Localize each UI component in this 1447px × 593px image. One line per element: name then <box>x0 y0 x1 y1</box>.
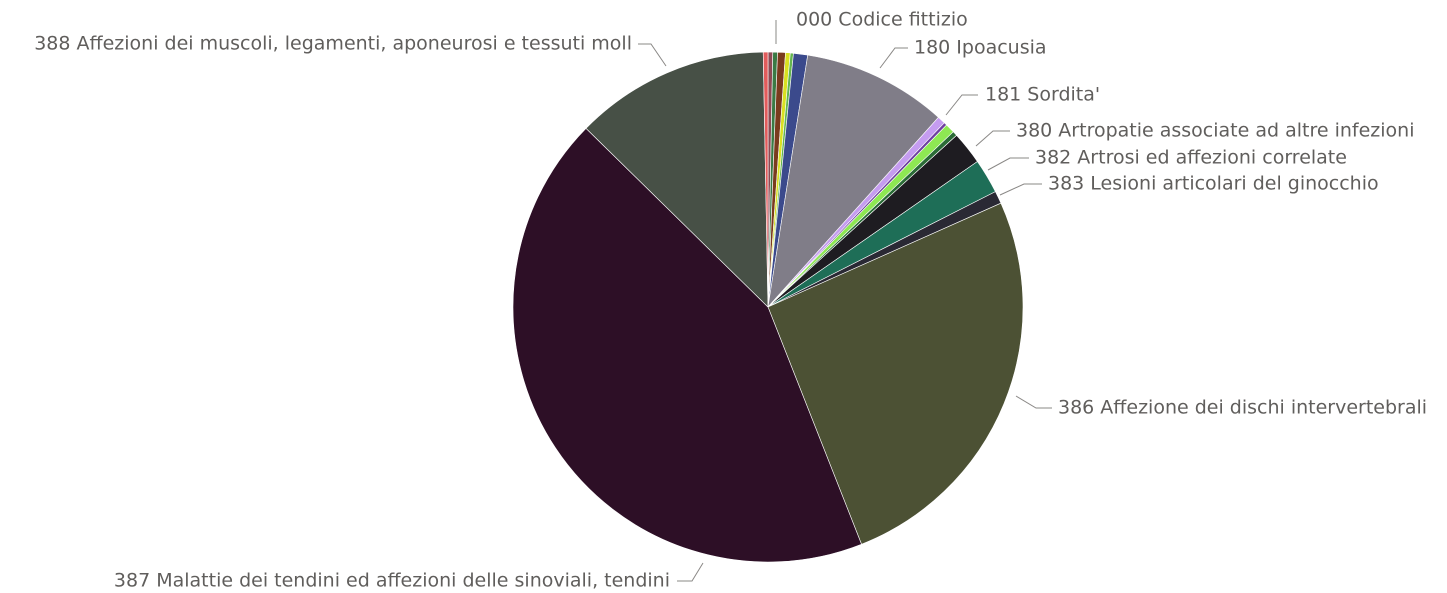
slice-label: 000 Codice fittizio <box>796 9 968 31</box>
slice-label: 180 Ipoacusia <box>914 37 1047 59</box>
slice-label: 383 Lesioni articolari del ginocchio <box>1048 173 1379 195</box>
pie-slice[interactable] <box>767 202 1024 545</box>
leader-line <box>975 130 1010 147</box>
slice-label: 388 Affezioni dei muscoli, legamenti, ap… <box>34 33 632 55</box>
pie-slice[interactable] <box>585 51 769 308</box>
slice-label: 382 Artrosi ed affezioni correlate <box>1035 147 1347 169</box>
pie-slice[interactable] <box>512 127 862 563</box>
leader-line <box>945 94 978 116</box>
leader-line <box>999 183 1042 196</box>
slice-label: 387 Malattie dei tendini ed affezioni de… <box>114 570 670 592</box>
pie-slice[interactable] <box>762 51 769 308</box>
slice-label: 386 Affezione dei dischi intervertebrali <box>1058 397 1427 419</box>
leader-line <box>1015 395 1052 409</box>
pie-slice[interactable] <box>767 54 939 308</box>
leader-line <box>987 157 1029 171</box>
leader-line <box>638 43 667 67</box>
slice-label: 380 Artropatie associate ad altre infezi… <box>1016 120 1415 142</box>
slice-label: 181 Sordita' <box>985 84 1100 106</box>
leader-line <box>677 562 704 582</box>
pie-labels: 000 Codice fittizio 180 Ipoacusia 181 Sord… <box>34 9 1427 592</box>
pie-slices <box>512 51 1024 563</box>
leader-line <box>879 47 908 69</box>
